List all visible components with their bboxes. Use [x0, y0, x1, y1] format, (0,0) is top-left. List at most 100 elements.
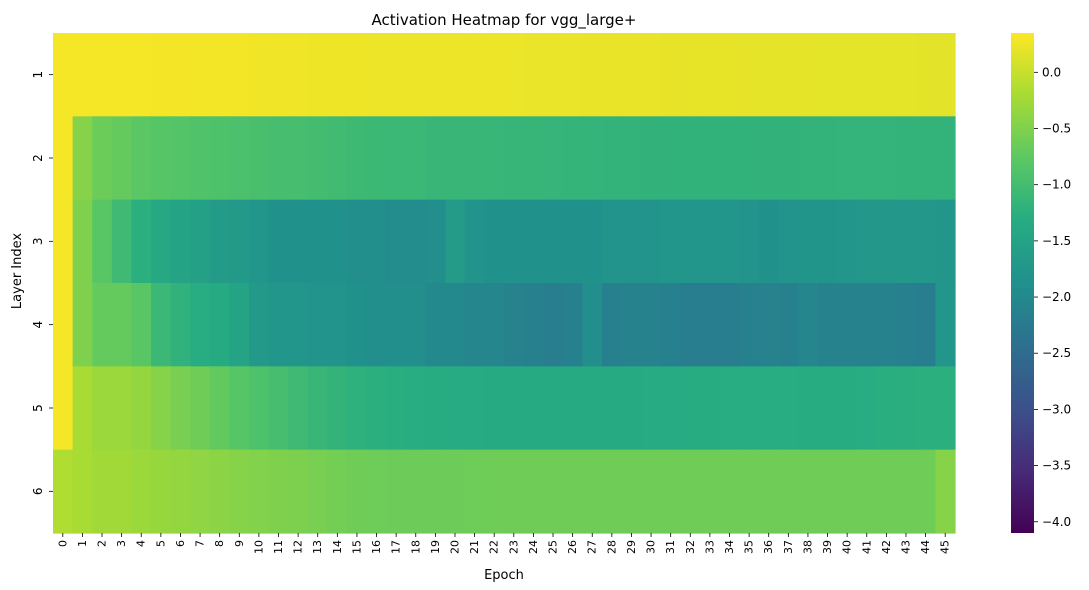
heatmap-cell	[288, 449, 309, 534]
heatmap-cell	[504, 199, 525, 284]
heatmap-cell	[366, 116, 387, 201]
x-tick-label: 44	[919, 540, 932, 554]
heatmap-cell	[719, 116, 740, 201]
heatmap-cell	[386, 283, 407, 367]
heatmap-cell	[778, 33, 799, 117]
heatmap-cell	[366, 366, 387, 451]
heatmap-cell	[504, 449, 525, 534]
heatmap-cell	[53, 199, 74, 284]
x-tick-label: 15	[350, 540, 363, 554]
heatmap-cell	[641, 449, 662, 534]
heatmap-cell	[543, 199, 564, 284]
heatmap-cell	[170, 366, 191, 451]
heatmap-cell	[307, 366, 329, 451]
chart-title: Activation Heatmap for vgg_large+	[372, 11, 637, 30]
x-tick-label: 23	[507, 540, 520, 554]
x-tick-label: 12	[292, 540, 305, 554]
heatmap-cell	[92, 199, 113, 284]
heatmap-cell	[484, 199, 505, 284]
heatmap-cell	[190, 116, 211, 201]
heatmap-cell	[288, 33, 309, 117]
heatmap-cell	[523, 199, 544, 284]
heatmap-cell	[896, 116, 917, 201]
heatmap-cell	[445, 283, 466, 367]
heatmap-cell	[386, 199, 407, 284]
heatmap-cell	[249, 33, 270, 117]
heatmap-cell	[405, 33, 427, 117]
x-tick-label: 38	[801, 540, 814, 554]
heatmap-cell	[484, 33, 505, 117]
heatmap-cell	[347, 33, 368, 117]
heatmap-cell	[151, 283, 172, 367]
heatmap-cell	[347, 449, 368, 534]
heatmap-cell	[190, 449, 211, 534]
heatmap-cell	[837, 283, 858, 367]
heatmap-cell	[719, 199, 740, 284]
colorbar-tick-label: −0.5	[1042, 122, 1071, 136]
x-tick-label: 19	[429, 540, 442, 554]
heatmap-cell	[504, 33, 525, 117]
heatmap-cell	[366, 449, 387, 534]
heatmap-cell	[935, 366, 956, 451]
heatmap-cell	[347, 366, 368, 451]
y-tick-label: 1	[31, 71, 45, 79]
heatmap-cell	[111, 449, 133, 534]
x-tick-label: 40	[841, 540, 854, 554]
x-tick-label: 37	[782, 540, 795, 554]
x-tick-label: 28	[605, 540, 618, 554]
heatmap-cell	[425, 199, 446, 284]
heatmap-cell	[543, 33, 564, 117]
heatmap-cell	[543, 366, 564, 451]
heatmap-cell	[484, 366, 505, 451]
heatmap-cell	[464, 449, 485, 534]
x-tick-label: 7	[194, 540, 207, 547]
heatmap-cell	[602, 449, 623, 534]
heatmap-cell	[582, 116, 603, 201]
heatmap-cell	[876, 449, 897, 534]
heatmap-cell	[327, 33, 348, 117]
x-tick-label: 32	[684, 540, 697, 554]
heatmap-cell	[72, 33, 93, 117]
heatmap-cell	[621, 283, 642, 367]
heatmap-cell	[758, 366, 780, 451]
x-tick-label: 1	[76, 540, 89, 547]
heatmap-cell	[131, 33, 152, 117]
heatmap-cell	[72, 366, 93, 451]
heatmap-cell	[464, 33, 485, 117]
heatmap-cell	[896, 33, 917, 117]
heatmap-cell	[445, 116, 466, 201]
heatmap-cell	[504, 116, 525, 201]
heatmap-cell	[92, 116, 113, 201]
heatmap-cell	[425, 283, 446, 367]
heatmap-cell	[739, 33, 760, 117]
heatmap-cell	[249, 283, 270, 367]
heatmap-cell	[837, 366, 858, 451]
heatmap-cell	[856, 366, 878, 451]
colorbar-tick-label: −3.0	[1042, 402, 1071, 416]
heatmap-cell	[366, 199, 387, 284]
x-tick-label: 29	[625, 540, 638, 554]
heatmap-cell	[131, 199, 152, 284]
heatmap-cell	[249, 199, 270, 284]
heatmap-cell	[602, 199, 623, 284]
heatmap-cell	[837, 199, 858, 284]
y-tick-label: 2	[31, 154, 45, 162]
heatmap-cell	[758, 116, 780, 201]
heatmap-cell	[660, 283, 682, 367]
heatmap-cell	[739, 199, 760, 284]
heatmap-cell	[425, 116, 446, 201]
heatmap-cell	[484, 449, 505, 534]
heatmap-cell	[758, 199, 780, 284]
x-tick-label: 21	[468, 540, 481, 554]
heatmap-cell	[896, 449, 917, 534]
heatmap-cell	[53, 116, 74, 201]
heatmap-cell	[111, 199, 133, 284]
heatmap-cell	[739, 449, 760, 534]
heatmap-cell	[778, 199, 799, 284]
heatmap-cell	[405, 116, 427, 201]
heatmap-cell	[915, 366, 936, 451]
heatmap-cell	[582, 449, 603, 534]
heatmap-cell	[896, 199, 917, 284]
heatmap-cell	[915, 199, 936, 284]
x-tick-label: 43	[899, 540, 912, 554]
